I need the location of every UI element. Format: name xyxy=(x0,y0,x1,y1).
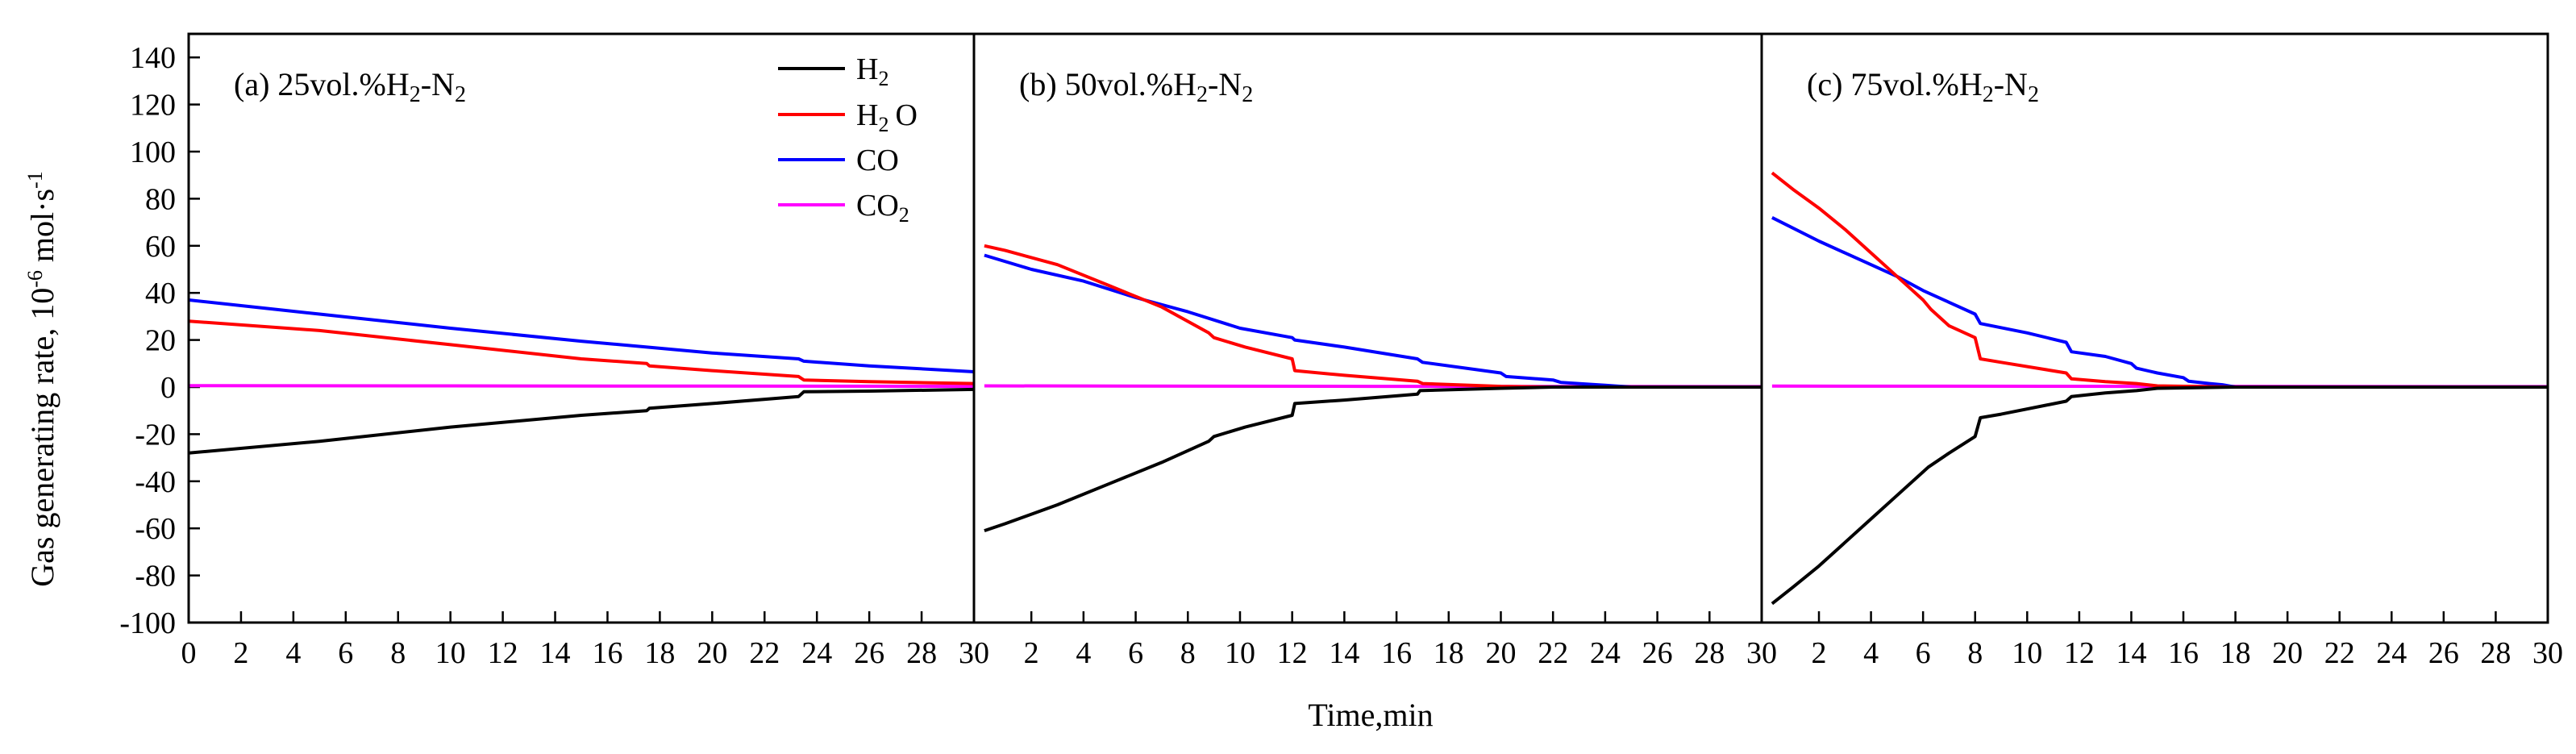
panel-label: (a) 25vol.%H2-N2 xyxy=(234,66,466,107)
x-tick-label: 30 xyxy=(959,636,989,670)
series-line-co xyxy=(189,298,974,373)
series-line-h2o xyxy=(984,244,1762,389)
x-tick-label: 12 xyxy=(2064,636,2095,670)
x-tick-label: 10 xyxy=(1225,636,1255,670)
legend-label: CO xyxy=(856,144,899,177)
y-tick-label: 80 xyxy=(145,182,176,216)
panels: 0 2 4 6 8 10 12 14 16 18 20 22 24 26 28 30(a) 25vol.%H2… xyxy=(181,32,2563,670)
x-tick-label: 2 xyxy=(233,636,248,670)
x-tick-label: 26 xyxy=(1642,636,1673,670)
y-tick-labels: 140 120 100 80 60 40 20 0 -20 -40 -60 -80 -100 xyxy=(119,41,176,640)
x-tick-label: 6 xyxy=(338,636,353,670)
x-tick-label: 18 xyxy=(2220,636,2251,670)
x-tick-label: 16 xyxy=(2168,636,2199,670)
series-line-h2o xyxy=(1771,171,2548,389)
x-tick-label: 24 xyxy=(2376,636,2407,670)
x-tick-label: 4 xyxy=(1863,636,1879,670)
y-axis-title: Gas generating rate, 10-6 mol·s-1 xyxy=(23,171,61,586)
x-tick-label: 22 xyxy=(2324,636,2355,670)
y-axis: 140 120 100 80 60 40 20 0 -20 -40 -60 -80 -100 xyxy=(119,41,200,640)
plot-frame xyxy=(972,32,1763,624)
plot-frame xyxy=(1760,32,2549,624)
y-tick-label: -100 xyxy=(119,606,176,640)
x-tick-label: 0 xyxy=(181,636,197,670)
y-tick-label: 120 xyxy=(130,89,176,123)
series-line-co xyxy=(984,253,1762,389)
x-tick-label: 28 xyxy=(1694,636,1725,670)
x-tick-label: 26 xyxy=(2428,636,2459,670)
series-line-h2o xyxy=(189,319,974,385)
x-tick-label: 12 xyxy=(488,636,518,670)
series-line-h2 xyxy=(1771,385,2548,606)
x-tick-label: 16 xyxy=(1381,636,1412,670)
panel-label: (b) 50vol.%H2-N2 xyxy=(1019,66,1253,107)
panel-a: 0 2 4 6 8 10 12 14 16 18 20 22 24 26 28 30(a) 25vol.%H2… xyxy=(181,32,989,670)
x-tick-label: 26 xyxy=(854,636,884,670)
x-tick-label: 6 xyxy=(1128,636,1143,670)
x-tick-label: 22 xyxy=(749,636,780,670)
x-tick-label: 28 xyxy=(906,636,937,670)
legend-label: CO2 xyxy=(856,189,909,227)
y-tick-label: 40 xyxy=(145,277,176,310)
x-tick-label: 8 xyxy=(1180,636,1196,670)
x-tick-label: 18 xyxy=(644,636,675,670)
y-tick-label: -60 xyxy=(135,512,176,546)
y-tick-label: 140 xyxy=(130,41,176,75)
y-tick-label: -80 xyxy=(135,560,176,594)
legend-item-h2: H2 xyxy=(778,52,888,90)
series-line-h2 xyxy=(984,385,1762,532)
panel-label: (c) 75vol.%H2-N2 xyxy=(1807,66,2039,107)
x-tick-label: 10 xyxy=(2012,636,2042,670)
x-tick-label: 8 xyxy=(390,636,406,670)
x-tick-label: 14 xyxy=(1329,636,1359,670)
x-tick-label: 14 xyxy=(2116,636,2146,670)
x-tick-label: 18 xyxy=(1434,636,1464,670)
x-tick-label: 4 xyxy=(285,636,301,670)
y-tick-marks xyxy=(189,56,200,624)
x-tick-label: 2 xyxy=(1812,636,1827,670)
legend-item-co2: CO2 xyxy=(778,189,909,227)
series-line-co xyxy=(1771,216,2548,389)
legend-label: H2 xyxy=(856,52,888,90)
panel-c: 2 4 6 8 10 12 14 16 18 20 22 24 26 28 30(c) 75vol.%H2-… xyxy=(1760,32,2563,670)
panel-b: 2 4 6 8 10 12 14 16 18 20 22 24 26 28 30(b) 50vol.%H2-… xyxy=(972,32,1777,670)
legend: H2 H2 O CO CO2 xyxy=(778,52,918,227)
x-tick-label: 20 xyxy=(1485,636,1516,670)
y-tick-label: -20 xyxy=(135,418,176,452)
x-tick-label: 28 xyxy=(2480,636,2511,670)
x-tick-label: 10 xyxy=(435,636,466,670)
y-tick-label: 60 xyxy=(145,230,176,264)
x-tick-label: 6 xyxy=(1916,636,1931,670)
x-tick-label: 2 xyxy=(1024,636,1039,670)
x-tick-label: 20 xyxy=(697,636,727,670)
y-tick-label: -40 xyxy=(135,465,176,499)
x-tick-label: 20 xyxy=(2272,636,2303,670)
x-tick-label: 30 xyxy=(2532,636,2563,670)
y-tick-label: 100 xyxy=(130,135,176,169)
y-tick-label: 0 xyxy=(160,371,176,405)
x-tick-label: 4 xyxy=(1076,636,1091,670)
x-tick-label: 12 xyxy=(1277,636,1308,670)
series-line-co2 xyxy=(189,384,974,389)
x-tick-label: 14 xyxy=(540,636,571,670)
x-tick-label: 24 xyxy=(1590,636,1621,670)
legend-item-co: CO xyxy=(778,144,899,177)
legend-item-h2o: H2 O xyxy=(778,98,918,136)
series-line-h2 xyxy=(189,387,974,455)
x-tick-label: 8 xyxy=(1967,636,1983,670)
x-tick-label: 16 xyxy=(592,636,622,670)
x-axis-title: Time,min xyxy=(1308,697,1433,733)
y-tick-label: 20 xyxy=(145,324,176,358)
x-tick-label: 24 xyxy=(801,636,832,670)
x-tick-label: 30 xyxy=(1746,636,1777,670)
x-tick-label: 22 xyxy=(1538,636,1568,670)
legend-label: H2 O xyxy=(856,98,918,136)
